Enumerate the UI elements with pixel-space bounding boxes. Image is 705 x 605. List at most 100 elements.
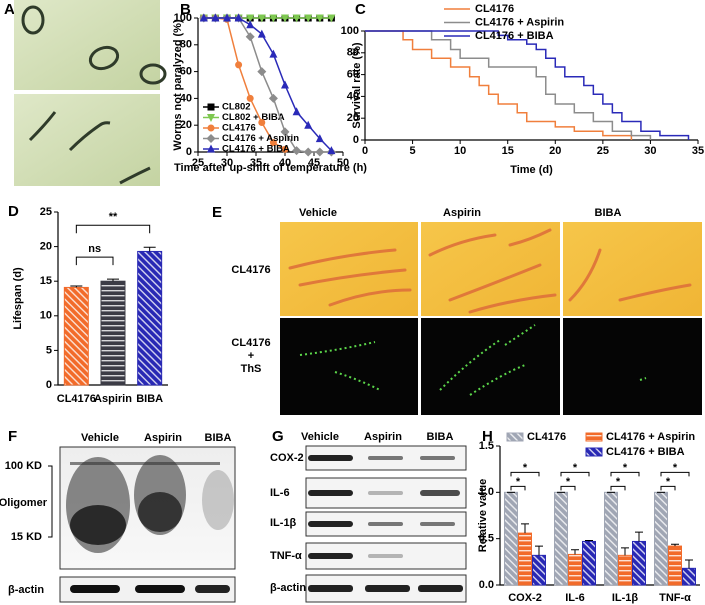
bar <box>668 545 682 586</box>
y-tick-label: 80 <box>347 47 359 59</box>
row-label: TNF-α <box>270 550 302 562</box>
marker-label: 15 KD <box>11 531 42 543</box>
y-axis-title: Worms not paralyzed (%) <box>172 19 184 151</box>
data-point <box>257 14 266 23</box>
legend-swatch <box>585 432 603 442</box>
data-point <box>281 14 289 23</box>
legend-label: CL4176 + Aspirin <box>222 133 299 144</box>
legend-label: CL4176 + Aspirin <box>606 431 695 443</box>
y-tick-label: 0.5 <box>479 533 494 545</box>
significance-label: * <box>516 476 521 488</box>
row-label: β-actin <box>270 582 306 594</box>
y-tick-label: 20 <box>180 119 192 131</box>
x-tick-label: IL-1β <box>612 592 639 604</box>
marker-label: Oligomer <box>0 497 48 509</box>
y-tick-label: 20 <box>40 241 52 253</box>
column-label: Vehicle <box>81 432 119 444</box>
bar <box>532 554 546 586</box>
panel-letter: H <box>482 428 493 445</box>
x-tick-label: 35 <box>250 157 262 169</box>
y-tick-label: 80 <box>180 39 192 51</box>
y-tick-label: 0 <box>46 379 52 391</box>
data-point <box>304 120 313 129</box>
x-tick-label: BIBA <box>136 393 163 405</box>
legend-marker <box>207 124 215 132</box>
significance-label: * <box>666 476 671 488</box>
axis <box>364 31 698 141</box>
micrograph <box>280 222 702 415</box>
data-point <box>303 147 313 157</box>
bar <box>504 491 518 586</box>
y-tick-label: 10 <box>40 310 52 322</box>
data-point <box>258 119 266 127</box>
y-tick-label: 0 <box>353 134 359 146</box>
legend-label: CL4176 <box>527 431 566 443</box>
x-tick-label: 40 <box>279 157 291 169</box>
legend-label: CL802 <box>222 102 251 113</box>
data-point <box>234 13 243 22</box>
column-label: BIBA <box>595 207 622 219</box>
significance-bracket <box>660 485 676 491</box>
error-bar <box>571 549 579 555</box>
significance-label: * <box>523 462 528 474</box>
significance-bracket <box>75 256 114 266</box>
y-tick-label: 5 <box>46 344 52 356</box>
legend-marker <box>207 103 215 111</box>
legend-swatch <box>585 447 603 457</box>
panel-letter: C <box>355 1 366 18</box>
error-bar <box>535 545 543 556</box>
data-point <box>292 14 301 23</box>
panel-letter: A <box>4 1 15 18</box>
x-tick-label: 30 <box>221 157 233 169</box>
data-point <box>235 61 243 69</box>
x-tick-label: COX-2 <box>508 592 542 604</box>
data-point <box>257 29 266 38</box>
row-label: IL-6 <box>270 487 290 499</box>
y-tick-label: 100 <box>174 12 192 24</box>
x-tick-label: IL-6 <box>565 592 585 604</box>
panel-letter: F <box>8 428 17 445</box>
error-bar <box>585 540 593 542</box>
error-bar <box>635 531 643 542</box>
survival-curve <box>365 30 652 140</box>
column-label: Aspirin <box>144 432 182 444</box>
y-tick-label: 0.0 <box>479 579 494 591</box>
data-point <box>315 134 324 143</box>
y-axis-title: Survival rate (%) <box>351 42 363 129</box>
panel-letter: E <box>212 204 222 221</box>
y-tick-label: 25 <box>40 206 52 218</box>
x-axis-title: Time (d) <box>510 164 553 176</box>
data-point <box>269 139 277 147</box>
y-tick-label: 40 <box>347 90 359 102</box>
y-tick-label: 60 <box>347 69 359 81</box>
bar <box>137 250 163 386</box>
y-tick-label: 100 <box>341 25 359 37</box>
significance-bracket <box>75 224 151 234</box>
bar <box>682 567 696 586</box>
legend-marker <box>206 134 216 143</box>
x-tick-label: 35 <box>692 145 704 157</box>
data-point <box>246 94 254 102</box>
data-point <box>327 14 336 23</box>
data-point <box>211 13 220 22</box>
western-blot <box>48 446 236 603</box>
y-axis-title: Relative value <box>477 479 489 552</box>
data-point <box>292 146 302 156</box>
bar <box>63 286 89 386</box>
data-point <box>245 32 255 42</box>
x-tick-label: TNF-α <box>659 592 691 604</box>
significance-label: * <box>673 462 678 474</box>
x-tick-label: CL4176 <box>57 393 96 405</box>
data-point <box>280 127 290 137</box>
column-label: Aspirin <box>364 431 402 443</box>
significance-label: * <box>616 476 621 488</box>
axis <box>197 18 343 153</box>
y-axis-title: Lifespan (d) <box>12 267 24 330</box>
significance-bracket <box>610 471 640 477</box>
row-label: CL4176 <box>231 264 270 276</box>
error-bar <box>671 543 679 547</box>
x-tick-label: 15 <box>502 145 514 157</box>
column-label: Vehicle <box>301 431 339 443</box>
x-tick-label: 50 <box>337 157 349 169</box>
